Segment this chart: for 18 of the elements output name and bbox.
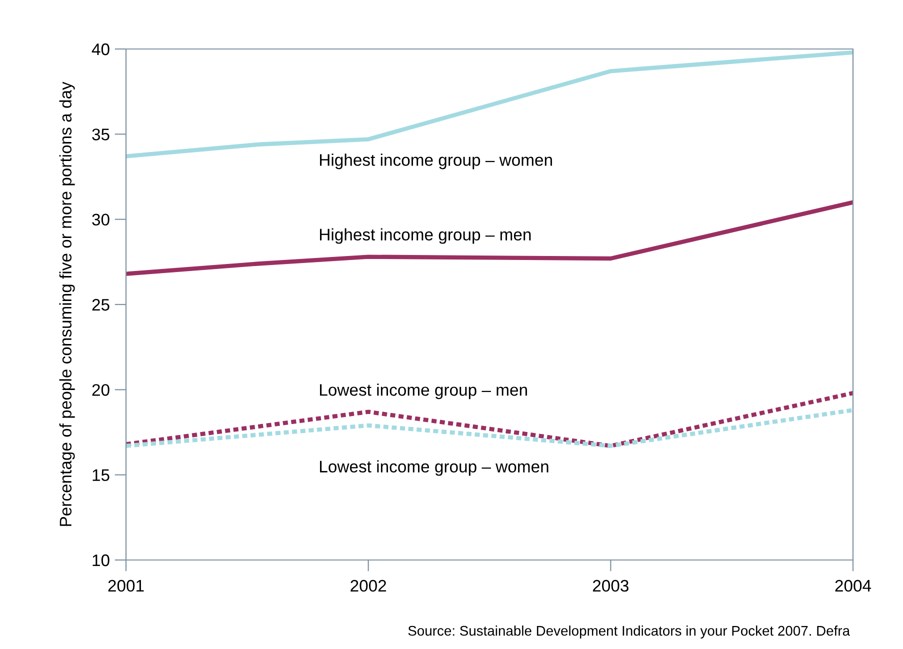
y-tick-label: 10: [92, 554, 110, 566]
y-tick-label: 25: [92, 298, 110, 311]
y-tick-label: 35: [92, 128, 110, 140]
source-note: Source: Sustainable Development Indicators in your Pocket 2007. Defra: [408, 626, 850, 638]
y-tick-label: 20: [92, 384, 110, 396]
y-tick-label: 15: [92, 469, 110, 482]
line-series: [126, 200, 853, 276]
x-tick-label: 2004: [835, 580, 872, 592]
x-tick-label: 2003: [592, 580, 628, 592]
series-label: Lowest income group – men: [320, 384, 527, 400]
series-label: Highest income group – men: [320, 228, 531, 244]
x-tick-label: 2001: [108, 580, 144, 592]
y-tick-label: 30: [92, 214, 110, 226]
series-label: Lowest income group – women: [320, 460, 548, 476]
y-axis-title: Percentage of people consuming five or more portions a day: [59, 82, 75, 526]
x-tick-label: 2002: [350, 580, 386, 592]
y-tick-label: 40: [92, 43, 110, 56]
series-label: Highest income group – women: [320, 154, 552, 170]
